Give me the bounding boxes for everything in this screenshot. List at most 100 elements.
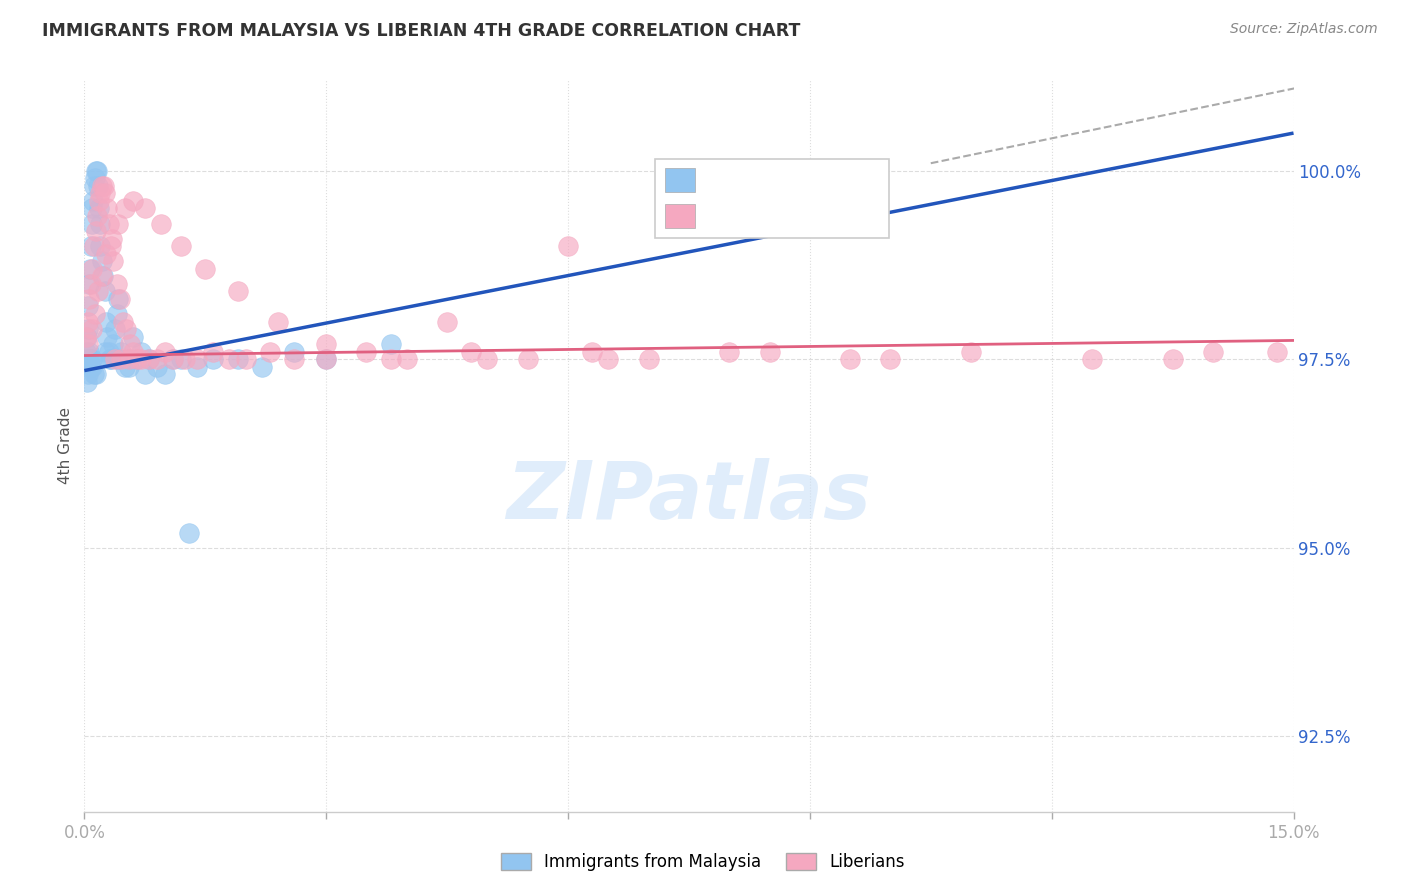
Point <box>82 261 104 276</box>
Point <box>87 285 110 299</box>
Point <box>98 352 121 367</box>
Point <box>87 194 110 208</box>
Text: 78: 78 <box>852 207 877 226</box>
Point <box>100 352 122 367</box>
Point <box>83 239 105 253</box>
Point <box>121 344 143 359</box>
Point <box>84 224 107 238</box>
Point <box>91 269 114 284</box>
Point <box>100 239 122 253</box>
Point <box>76 329 98 343</box>
Point <box>89 186 111 201</box>
Point <box>94 315 117 329</box>
Point <box>162 352 184 367</box>
Point <box>77 277 100 291</box>
Point <box>516 352 538 367</box>
Point <box>395 352 418 367</box>
Point <box>83 307 105 321</box>
Point <box>460 344 482 359</box>
Point <box>960 344 983 359</box>
Point <box>77 344 100 359</box>
Point <box>179 525 201 540</box>
Point <box>75 344 97 359</box>
Point <box>76 322 98 336</box>
Point <box>839 352 862 367</box>
Point <box>138 352 160 367</box>
Point <box>94 246 117 260</box>
Point <box>110 352 132 367</box>
Point <box>186 359 208 374</box>
Point <box>1202 344 1225 359</box>
Point <box>108 292 131 306</box>
Point <box>436 315 458 329</box>
Point <box>758 344 780 359</box>
Point <box>80 322 103 336</box>
Point <box>114 202 136 216</box>
Point <box>581 344 603 359</box>
Point <box>83 368 105 382</box>
Point <box>77 292 100 306</box>
Point <box>202 352 225 367</box>
Point <box>80 359 103 374</box>
Point <box>477 352 499 367</box>
Point <box>80 359 103 374</box>
Point <box>226 352 249 367</box>
Point <box>97 344 120 359</box>
Point <box>86 163 108 178</box>
Point <box>118 359 141 374</box>
Point <box>598 352 620 367</box>
Point <box>107 217 129 231</box>
Point <box>283 344 305 359</box>
Point <box>146 359 169 374</box>
Point <box>94 186 117 201</box>
Point <box>235 352 257 367</box>
Text: R =: R = <box>707 170 748 189</box>
FancyBboxPatch shape <box>655 159 890 237</box>
Point <box>146 352 169 367</box>
Point <box>250 359 273 374</box>
Point <box>82 352 104 367</box>
Point <box>1267 344 1289 359</box>
Point <box>107 352 129 367</box>
Point <box>76 315 98 329</box>
Text: Source: ZipAtlas.com: Source: ZipAtlas.com <box>1230 22 1378 37</box>
Point <box>105 277 128 291</box>
Point <box>259 344 281 359</box>
Point <box>79 261 101 276</box>
Point <box>170 352 193 367</box>
Point <box>112 315 135 329</box>
Point <box>356 344 378 359</box>
Point <box>218 352 240 367</box>
Point <box>315 352 337 367</box>
Bar <box>665 168 695 192</box>
Point <box>96 202 118 216</box>
Point <box>104 352 127 367</box>
Text: 0.010: 0.010 <box>749 207 808 226</box>
Point <box>637 352 659 367</box>
Point <box>315 337 337 351</box>
Point <box>129 352 152 367</box>
Point <box>86 163 108 178</box>
Text: N =: N = <box>803 207 856 226</box>
Point <box>80 217 103 231</box>
Point <box>118 337 141 351</box>
Bar <box>665 204 695 228</box>
Point <box>93 178 115 193</box>
Point <box>77 352 100 367</box>
Point <box>557 239 579 253</box>
Point <box>83 178 105 193</box>
Point <box>91 269 114 284</box>
Point <box>125 352 148 367</box>
Point <box>80 277 103 291</box>
Point <box>149 217 172 231</box>
Point <box>138 352 160 367</box>
Point <box>77 337 100 351</box>
Text: 63: 63 <box>852 170 879 189</box>
Point <box>186 352 208 367</box>
Point <box>153 368 176 382</box>
Point <box>1161 352 1184 367</box>
Point <box>114 359 136 374</box>
Point <box>129 344 152 359</box>
Point <box>110 344 132 359</box>
Point <box>84 368 107 382</box>
